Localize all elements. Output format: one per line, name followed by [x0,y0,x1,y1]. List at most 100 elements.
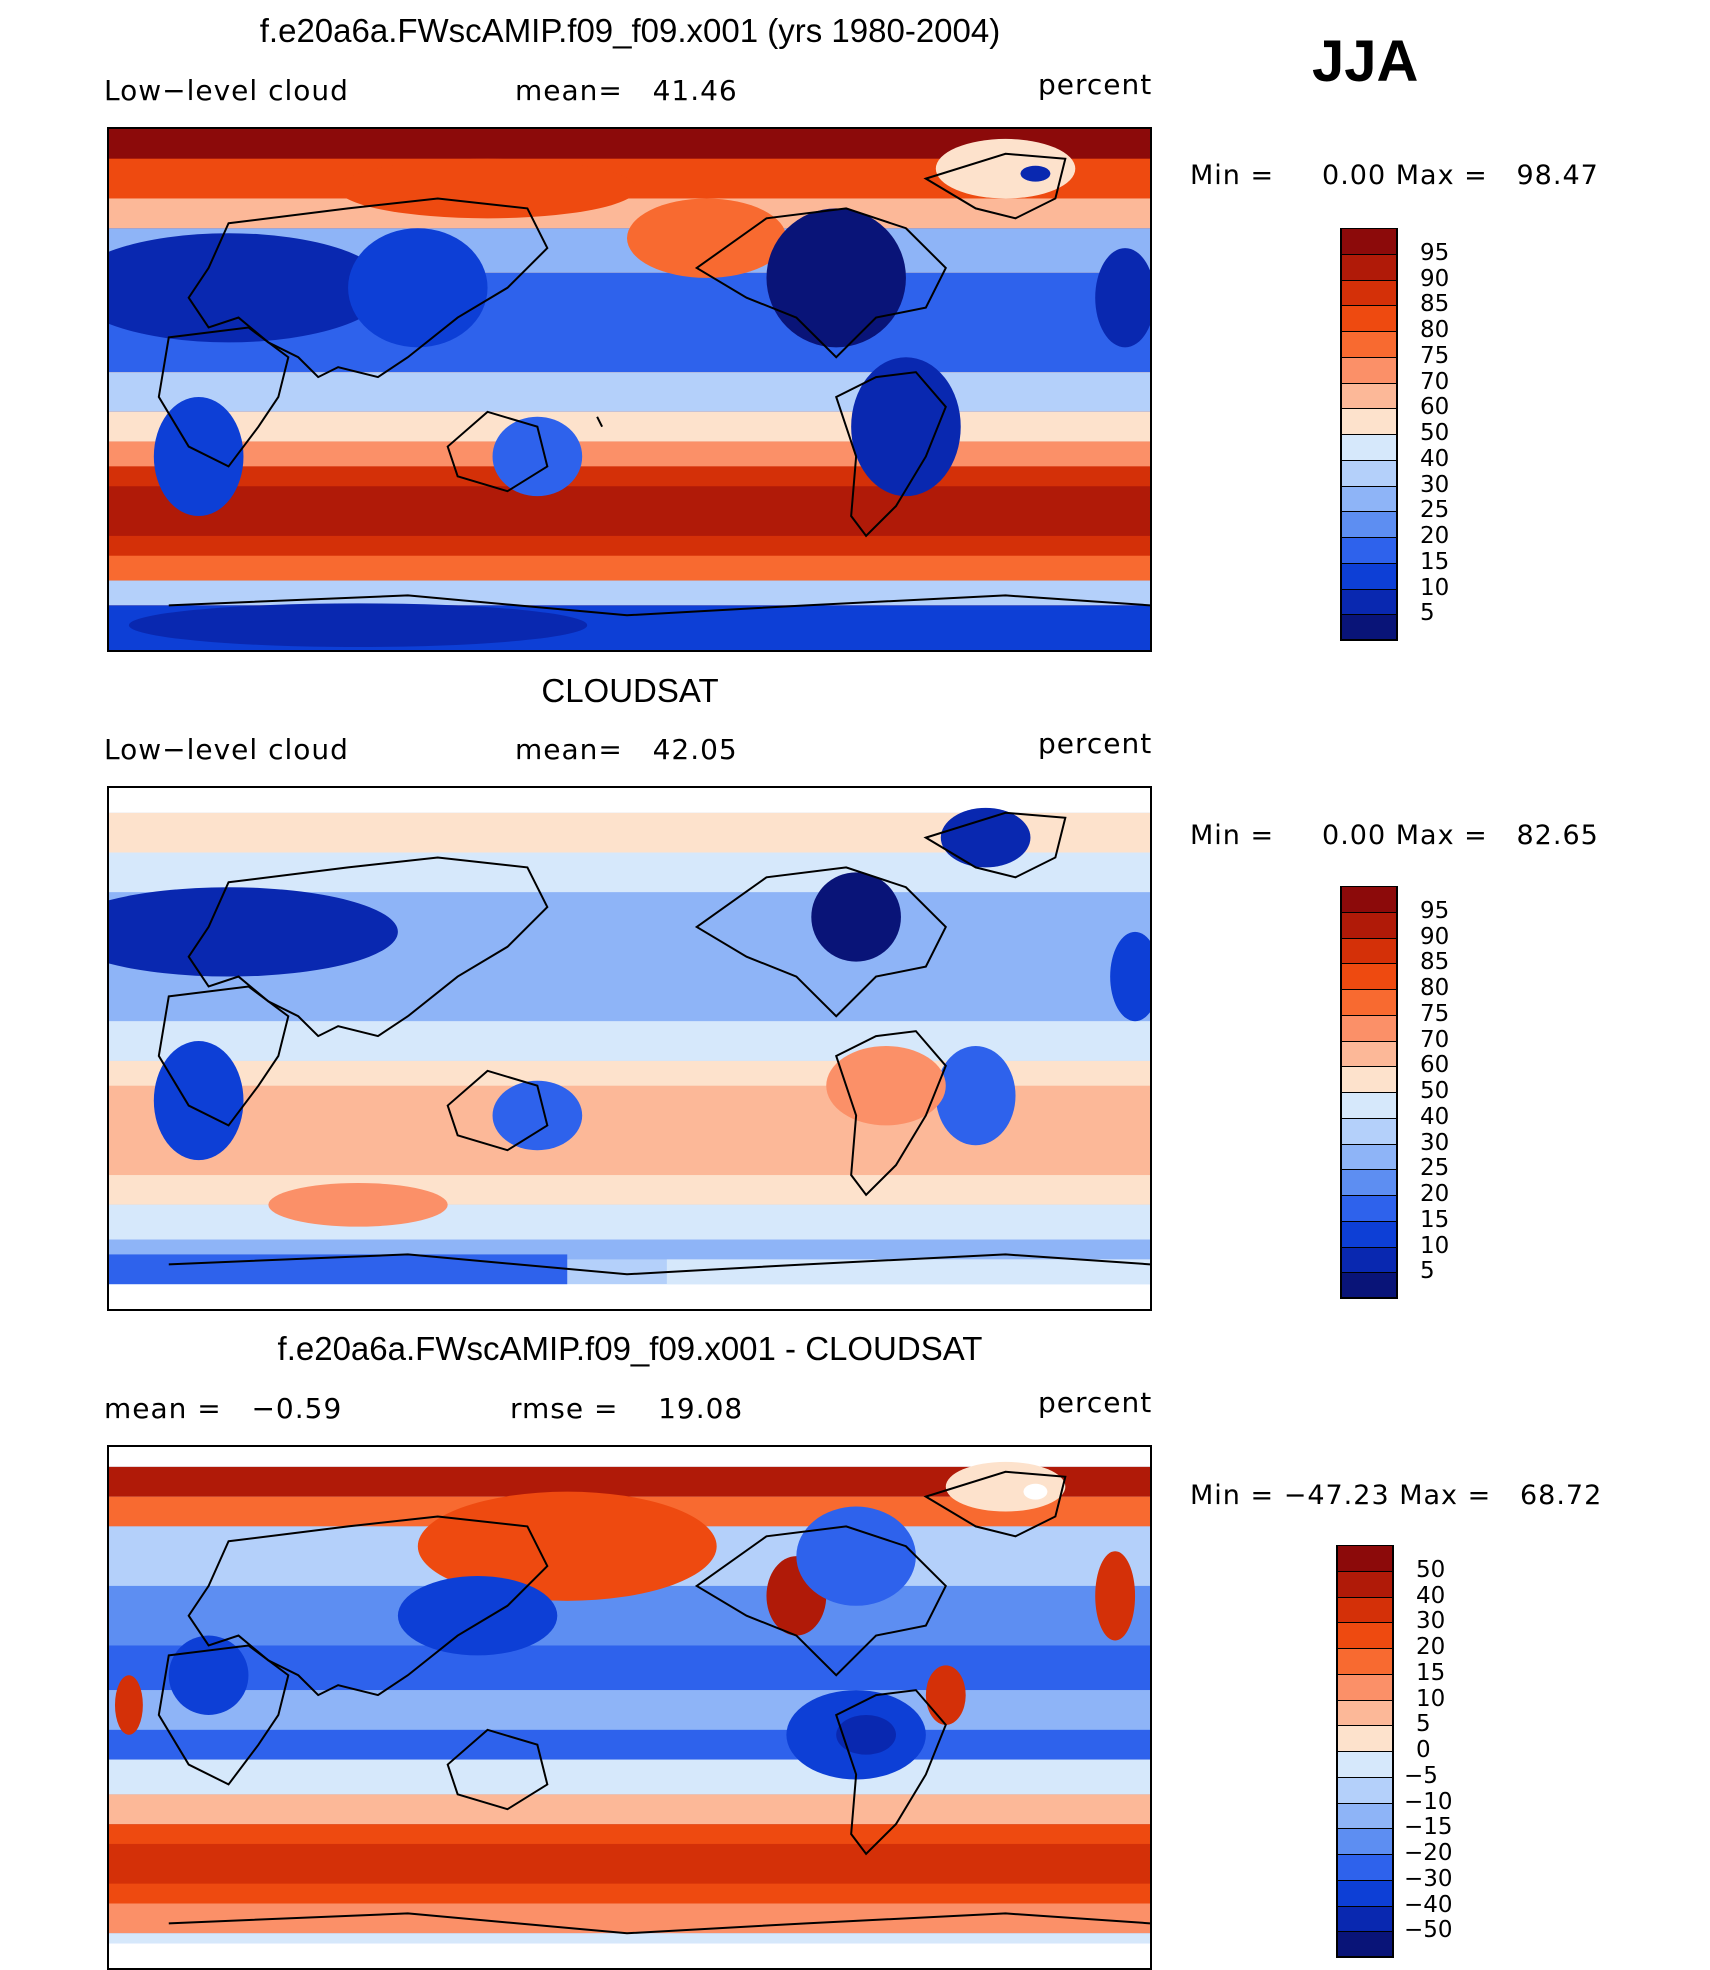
colorbar-swatch [1336,1648,1394,1675]
colorbar-swatch [1340,228,1398,255]
colorbar-swatch [1340,511,1398,538]
colorbar-tick-label: 0 [1416,1737,1431,1763]
map-field [109,129,1150,650]
min-max-label: Min = −47.23 Max = 68.72 [1190,1480,1603,1511]
colorbar-swatch [1340,937,1398,965]
colorbar: 95 90 85 80 75 70 60 50 40 30 25 20 15 10 5 [1340,228,1500,641]
colorbar-swatch [1336,1622,1394,1649]
colorbar-tick-label: 40 [1416,1582,1446,1609]
colorbar-swatch [1340,434,1398,461]
min-max-label: Min = 0.00 Max = 82.65 [1190,820,1599,851]
colorbar-swatch [1340,279,1398,307]
colorbar-swatch [1340,1117,1398,1145]
variable-label: Low−level cloud [104,733,349,766]
colorbar-swatch [1340,253,1398,281]
colorbar-tick-label: 60 [1420,1052,1450,1079]
colorbar-swatch [1336,1828,1394,1855]
colorbar-swatch [1340,1246,1398,1274]
colorbar-swatch [1340,963,1398,990]
colorbar-tick-label: 20 [1416,1634,1446,1660]
colorbar-swatch [1340,408,1398,435]
colorbar-tick-label: −40 [1404,1891,1453,1918]
colorbar-swatch [1336,1751,1394,1778]
colorbar-tick-label: 60 [1420,394,1450,421]
colorbar-tick-label: 90 [1420,923,1450,950]
colorbar-tick-label: 20 [1420,523,1450,549]
map-difference [107,1445,1152,1970]
panel-title: f.e20a6a.FWscAMIP.f09_f09.x001 - CLOUDSA… [277,1330,983,1367]
colorbar-tick-label: 15 [1416,1659,1446,1686]
colorbar-swatch [1336,1776,1394,1804]
colorbar-tick-label: 15 [1420,548,1450,575]
colorbar-swatch [1336,1596,1394,1624]
colorbar-tick-label: 75 [1420,342,1450,369]
colorbar-tick-label: 40 [1420,1103,1450,1130]
colorbar-tick-label: 95 [1420,239,1450,266]
colorbar-swatch [1340,1220,1398,1248]
rmse-label: rmse = 19.08 [510,1392,744,1425]
colorbar-tick-label: 50 [1420,420,1450,446]
colorbar-tick-label: 90 [1420,265,1450,292]
colorbar-swatch [1336,1673,1394,1701]
panel-title: f.e20a6a.FWscAMIP.f09_f09.x001 (yrs 1980… [259,12,1001,49]
colorbar-tick-label: 40 [1420,445,1450,472]
colorbar-swatch [1340,382,1398,410]
panel-title: CLOUDSAT [541,672,719,709]
colorbar-swatch [1336,1802,1394,1830]
colorbar-tick-label: −20 [1404,1840,1453,1866]
colorbar-swatch [1336,1570,1394,1598]
colorbar-tick-label: 5 [1420,600,1435,627]
colorbar-swatch [1336,1854,1394,1881]
colorbar-tick-label: −50 [1404,1917,1453,1944]
colorbar-tick-label: 10 [1420,574,1450,601]
colorbar-swatch [1336,1931,1394,1958]
colorbar-tick-label: 25 [1420,497,1450,524]
units-label: percent [1038,727,1153,760]
colorbar-tick-label: −10 [1404,1788,1453,1815]
colorbar-tick-label: 20 [1420,1181,1450,1207]
min-max-label: Min = 0.00 Max = 98.47 [1190,160,1599,191]
variable-label: Low−level cloud [104,74,349,107]
colorbar-tick-label: 70 [1420,1026,1450,1053]
colorbar-tick-label: 75 [1420,1000,1450,1027]
colorbar-swatch [1340,1143,1398,1171]
units-label: percent [1038,1386,1153,1419]
colorbar-tick-label: 70 [1420,368,1450,395]
mean-label: mean = −0.59 [104,1392,343,1425]
colorbar-tick-label: −5 [1404,1762,1438,1789]
colorbar-swatch [1340,485,1398,513]
colorbar-tick-label: 80 [1420,975,1450,1001]
colorbar-swatch [1336,1905,1394,1933]
colorbar-tick-label: 10 [1420,1232,1450,1259]
colorbar-swatch [1340,1040,1398,1068]
mean-label: mean= 41.46 [515,74,738,107]
colorbar-tick-label: 10 [1416,1685,1446,1712]
colorbar-swatch [1340,356,1398,384]
colorbar-tick-label: 15 [1420,1206,1450,1233]
colorbar-swatch [1340,886,1398,913]
colorbar-swatch [1336,1699,1394,1727]
colorbar-swatch [1340,1195,1398,1222]
colorbar: 95 90 85 80 75 70 60 50 40 30 25 20 15 10 5 [1340,886,1500,1299]
map-field [109,788,1150,1309]
map-model [107,127,1152,652]
colorbar: 50 40 30 20 15 10 5 0 −5 −10 −15 −20 −30 −40 −50 [1336,1545,1496,1958]
colorbar-tick-label: 30 [1420,471,1450,498]
colorbar-swatch [1340,989,1398,1016]
colorbar-swatch [1340,1092,1398,1119]
season-label: JJA [1312,29,1419,94]
colorbar-tick-label: 85 [1420,291,1450,318]
colorbar-swatch [1340,537,1398,564]
colorbar-tick-label: 50 [1416,1556,1446,1583]
colorbar-swatch [1340,1066,1398,1093]
colorbar-tick-label: 25 [1420,1155,1450,1182]
colorbar-swatch [1340,911,1398,939]
colorbar-swatch [1340,305,1398,332]
colorbar-tick-label: 50 [1420,1078,1450,1104]
map-obs [107,786,1152,1311]
map-field [109,1447,1150,1968]
colorbar-swatch [1340,588,1398,616]
colorbar-swatch [1340,562,1398,590]
colorbar-tick-label: 95 [1420,897,1450,924]
colorbar-swatch [1336,1545,1394,1572]
